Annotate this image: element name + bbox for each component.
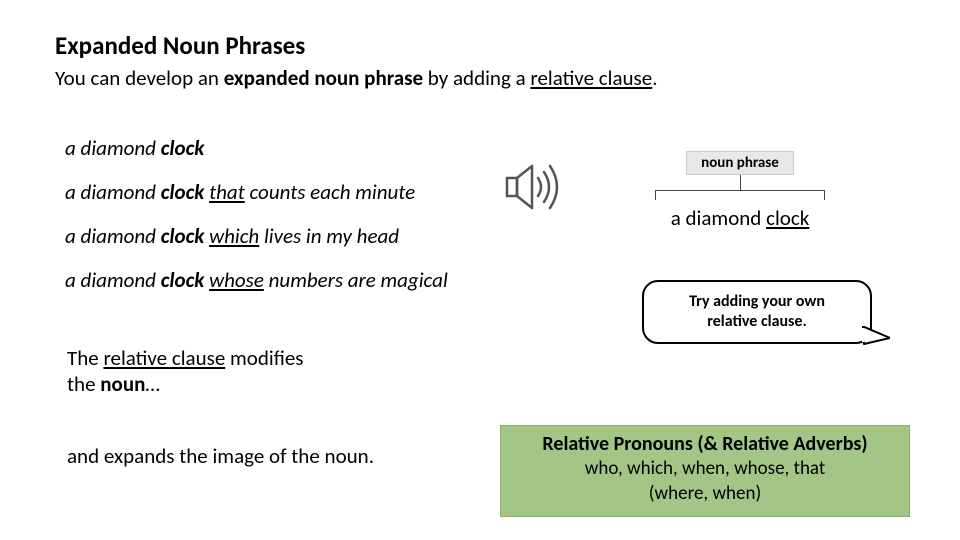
explain1-under: relative clause	[103, 345, 225, 371]
example-3-bold: clock	[161, 223, 209, 249]
subtitle: You can develop an expanded noun phrase …	[55, 65, 905, 91]
noun-phrase-bracket	[655, 190, 825, 200]
example-3-pre: a diamond	[65, 223, 161, 249]
example-3: a diamond clock which lives in my head	[65, 223, 485, 249]
rel-list1: who, which, when, whose, that	[509, 458, 901, 481]
example-1: a diamond clock	[65, 135, 485, 161]
noun-phrase-stem	[740, 175, 741, 190]
example-1-bold: clock	[161, 135, 205, 161]
example-4: a diamond clock whose numbers are magica…	[65, 267, 485, 293]
explain1-b: modifies	[225, 345, 303, 371]
example-2-bold: clock	[161, 179, 209, 205]
example-2: a diamond clock that counts each minute	[65, 179, 485, 205]
example-3-rest: lives in my head	[259, 223, 399, 249]
subtitle-underline: relative clause	[530, 65, 652, 91]
np-text-pre: a diamond	[671, 205, 766, 231]
subtitle-pre: You can develop an	[55, 65, 224, 91]
explanation-1: The relative clause modifies the noun…	[67, 345, 304, 398]
audio-icon[interactable]	[502, 160, 562, 215]
np-text-under: clock	[766, 205, 809, 231]
subtitle-bold: expanded noun phrase	[224, 65, 423, 91]
example-2-pre: a diamond	[65, 179, 161, 205]
relative-pronouns-box: Relative Pronouns (& Relative Adverbs) w…	[500, 425, 910, 517]
page-title: Expanded Noun Phrases	[55, 30, 905, 61]
bubble-line2: relative clause.	[707, 312, 807, 331]
examples-column: a diamond clock a diamond clock that cou…	[65, 135, 485, 311]
rel-list2: (where, when)	[509, 483, 901, 506]
example-2-rest: counts each minute	[245, 179, 415, 205]
example-2-under: that	[209, 179, 245, 205]
example-3-under: which	[209, 223, 259, 249]
example-1-pre: a diamond	[65, 135, 161, 161]
subtitle-mid: by adding a	[423, 65, 530, 91]
rel-heading: Relative Pronouns (& Relative Adverbs)	[509, 432, 901, 456]
speech-bubble: Try adding your own relative clause.	[642, 280, 872, 344]
example-4-rest: numbers are magical	[264, 267, 448, 293]
subtitle-end: .	[652, 65, 657, 91]
explain1-a: The	[67, 345, 103, 371]
example-4-bold: clock	[161, 267, 209, 293]
explain1-c: the	[67, 371, 100, 397]
example-4-pre: a diamond	[65, 267, 161, 293]
noun-phrase-label: noun phrase	[686, 151, 794, 175]
example-4-under: whose	[209, 267, 264, 293]
bubble-line1: Try adding your own	[689, 292, 825, 311]
noun-phrase-text: a diamond clock	[640, 205, 840, 231]
explain1-bold: noun	[100, 371, 145, 397]
noun-phrase-diagram: noun phrase a diamond clock	[640, 151, 840, 231]
explanation-2: and expands the image of the noun.	[67, 443, 374, 469]
speech-bubble-tail	[862, 326, 890, 346]
explain1-d: …	[145, 371, 160, 397]
